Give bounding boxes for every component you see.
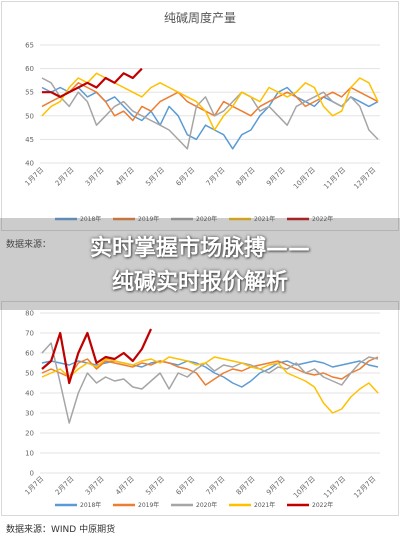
legend-label: 2019年 [138, 215, 159, 223]
legend-label: 2022年 [312, 215, 333, 223]
x-tick-label: 10月7日 [292, 475, 317, 500]
series-line-2018年 [41, 360, 379, 388]
chart-1: 纯碱周度产量 40 45 50 55 60 65 1月7日 2月7日 3月7日 4月7日 5月7日 6月… [1, 1, 399, 231]
x-tick-label: 6月7日 [174, 166, 196, 188]
y-tick-label: 0 [30, 470, 34, 478]
y-tick-label: 60 [25, 350, 34, 358]
x-tick-label: 8月7日 [235, 166, 257, 188]
y-tick-label: 55 [25, 89, 34, 97]
x-tick-label: 3月7日 [84, 475, 106, 497]
y-tick-label: 50 [25, 112, 34, 120]
x-tick-label: 2月7日 [54, 475, 76, 497]
x-tick-label: 10月7日 [292, 166, 317, 191]
series-line-2019年 [41, 82, 379, 122]
series-line-2019年 [41, 356, 379, 386]
y-tick-label: 30 [25, 410, 34, 418]
x-tick-label: 1月7日 [24, 475, 46, 497]
x-tick-label: 4月7日 [114, 166, 136, 188]
banner-title-line1: 实时掌握市场脉搏—— [89, 236, 310, 261]
y-tick-label: 60 [25, 65, 34, 73]
x-tick-label: 5月7日 [144, 475, 166, 497]
legend-label: 2018年 [80, 215, 101, 223]
x-tick-label: 1月7日 [24, 166, 46, 188]
chart-2: 0 10 20 30 40 50 60 70 80 1月7日 2月7日 3月7日 4月7日 5月7日 6月7… [1, 301, 399, 516]
y-tick-label: 20 [25, 430, 34, 438]
chart-title: 纯碱周度产量 [164, 10, 236, 25]
bottom-chart-source: 数据来源：WIND 中原期货 [6, 525, 116, 535]
legend-label: 2019年 [138, 501, 159, 509]
legend-label: 2020年 [196, 215, 217, 223]
series-line-2021年 [41, 356, 379, 414]
legend-label: 2021年 [254, 501, 275, 509]
x-tick-label: 12月7日 [352, 475, 377, 500]
chart-frame [1, 301, 399, 516]
y-tick-label: 70 [25, 330, 34, 338]
y-tick-label: 80 [25, 310, 34, 318]
y-tick-label: 10 [25, 450, 34, 458]
legend-label: 2022年 [312, 501, 333, 509]
y-tick-label: 65 [25, 42, 34, 50]
banner-title-line2: 纯碱实时报价解析 [111, 270, 288, 295]
series-line-2020年 [41, 342, 379, 424]
x-tick-label: 9月7日 [265, 475, 287, 497]
x-tick-label: 9月7日 [265, 166, 287, 188]
x-tick-label: 12月7日 [352, 166, 377, 191]
series-line-2021年 [41, 72, 379, 131]
banner-overlay [0, 218, 400, 310]
x-tick-label: 7月7日 [205, 475, 227, 497]
x-tick-label: 5月7日 [144, 166, 166, 188]
x-tick-label: 4月7日 [114, 475, 136, 497]
series-line-2022年 [42, 67, 143, 99]
y-tick-label: 40 [25, 160, 34, 168]
series-line-2020年 [41, 77, 379, 150]
y-tick-label: 40 [25, 390, 34, 398]
x-tick-label: 6月7日 [174, 475, 196, 497]
legend-label: 2018年 [80, 501, 101, 509]
x-tick-label: 8月7日 [235, 475, 257, 497]
legend-label: 2021年 [254, 215, 275, 223]
y-tick-label: 45 [25, 136, 34, 144]
x-tick-label: 11月7日 [322, 166, 347, 191]
series-line-2022年 [41, 328, 153, 385]
chart-frame [1, 1, 399, 231]
x-tick-label: 11月7日 [322, 475, 347, 500]
top-chart-source: 数据来源： [6, 240, 52, 250]
legend-label: 2020年 [196, 501, 217, 509]
x-tick-label: 7月7日 [205, 166, 227, 188]
x-tick-label: 3月7日 [84, 166, 106, 188]
y-tick-label: 50 [25, 370, 34, 378]
x-tick-label: 2月7日 [54, 166, 76, 188]
